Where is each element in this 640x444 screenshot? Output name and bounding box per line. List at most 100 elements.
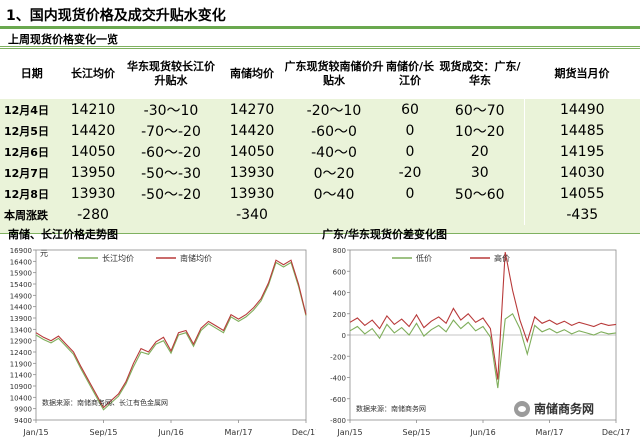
legend-label-0: 低价 [416,253,432,263]
table-cell: 30 [470,164,489,181]
y-tick-label: 10900 [10,383,32,391]
table-cell [284,204,384,225]
x-tick-label: Sep/15 [403,428,431,437]
weekly-change-row: 本周涨跌 -280 -340 -435 [0,204,640,225]
table-cell: -40～0 [311,144,357,161]
y-tick-label: -600 [330,396,346,404]
table-cell: 12月8日 [4,187,49,201]
y-tick-label: 16900 [10,247,32,255]
source-note: 数据来源：南储商务网 [356,404,426,413]
y-tick-label: 10400 [10,394,32,402]
series-line-1 [349,251,617,380]
y-tick-label: -400 [330,375,346,383]
header-futures-price: 期货当月价 [523,49,640,99]
table-cell: 14195 [523,141,640,162]
legend-label-1: 高价 [494,253,510,263]
table-cell: -50～-20 [141,186,201,203]
legend-label-0: 长江均价 [102,253,134,263]
table-row: 12月8日 13930 -50～-20 13930 0～40 0 50～60 1… [0,183,640,204]
chart-right-title: 广东/华东现货价差变化图 [322,228,448,241]
table-cell: 14210 [70,101,116,118]
table-cell [122,204,220,225]
y-tick-label: 600 [333,268,346,276]
header-trade-volume: 现货成交：广东/华东 [436,49,525,99]
table-cell: 13930 [229,185,275,202]
table-header-row: 日期 长江均价 华东现货较长江价升贴水 南储均价 广东现货较南储价升贴水 南储价… [0,49,640,99]
y-tick-label: 0 [342,332,346,340]
header-price-spread: 南储价/长江价 [384,49,437,99]
table-cell: -280 [77,206,109,223]
price-table-panel: 日期 长江均价 华东现货较长江价升贴水 南储均价 广东现货较南储价升贴水 南储价… [0,48,640,234]
table-cell: 20 [470,143,489,160]
legend-label-1: 南储均价 [180,253,212,263]
table-caption-rule [0,46,640,47]
table-cell: 14270 [229,101,275,118]
table-cell: -30～10 [143,102,199,119]
table-cell: -70～-20 [141,123,201,140]
table-cell: 12月4日 [4,103,49,117]
table-cell: 10～20 [454,123,505,140]
y-tick-label: 400 [333,290,346,298]
table-cell: -340 [236,206,268,223]
table-row: 12月5日 14420 -70～-20 14420 -60～0 0 10～20 … [0,120,640,141]
y-tick-label: 14900 [10,292,32,300]
y-tick-label: -800 [330,417,346,425]
source-note: 数据来源：南储商务网、长江有色金属网 [42,398,168,407]
y-tick-label: 200 [333,311,346,319]
table-cell: 0 [405,143,415,160]
x-tick-label: Jun/16 [469,428,495,437]
series-line-0 [349,312,617,389]
table-cell: 本周涨跌 [4,208,48,222]
watermark-text: 南储商务网 [534,402,595,416]
table-cell: 14490 [523,99,640,120]
table-cell: -50～-30 [141,165,201,182]
table-cell [384,204,436,225]
table-cell: 14485 [523,120,640,141]
table-cell: 60～70 [454,102,505,119]
table-cell [436,204,524,225]
table-cell: 14055 [523,183,640,204]
header-east-premium: 华东现货较长江价升贴水 [122,49,221,99]
table-cell: 12月6日 [4,145,49,159]
section-title-rule [0,26,640,29]
price-table: 日期 长江均价 华东现货较长江价升贴水 南储均价 广东现货较南储价升贴水 南储价… [0,49,640,225]
y-tick-label: 13400 [10,326,32,334]
table-cell: 0～20 [313,165,355,182]
table-cell: 14050 [229,143,275,160]
chart-left-title: 南储、长江价格走势图 [8,228,118,241]
table-cell: 14420 [70,122,116,139]
y-tick-label: 12400 [10,349,32,357]
table-cell: 14050 [70,143,116,160]
table-cell: 0 [405,185,415,202]
header-guangdong-premium: 广东现货较南储价升贴水 [284,49,385,99]
table-cell: 13930 [229,164,275,181]
y-tick-label: 9900 [14,406,32,414]
table-cell: 12月5日 [4,124,49,138]
plot-area-frame [35,249,307,421]
y-tick-label: 9400 [14,417,32,425]
table-cell: 14030 [523,162,640,183]
x-tick-label: Dec/17 [602,428,630,437]
table-cell: 60 [401,101,419,118]
table-cell: 12月7日 [4,166,49,180]
y-tick-label: 800 [333,247,346,255]
x-tick-label: Mar/17 [225,428,253,437]
table-cell: -60～0 [311,123,357,140]
y-tick-label: 15900 [10,270,32,278]
header-nanchu-avg: 南储均价 [220,49,285,99]
table-cell: 13950 [70,164,116,181]
table-row: 12月4日 14210 -30～10 14270 -20～10 60 60～70… [0,99,640,120]
section-title: 1、国内现货价格及成交升贴水变化 [6,8,226,24]
table-cell: 50～60 [454,186,505,203]
header-date: 日期 [0,49,65,99]
y-tick-label: 13900 [10,315,32,323]
spread-chart: -800 -600 -400 -200 0 200 400 600 800 Jan/15 Sep/1… [320,242,640,440]
wechat-icon [514,400,530,417]
table-cell: 0 [405,122,415,139]
series-line-0 [35,261,307,411]
y-tick-label: 16400 [10,258,32,266]
table-cell: 13930 [70,185,116,202]
table-caption: 上周现货价格变化一览 [8,33,118,46]
spread-chart-svg: -800 -600 -400 -200 0 200 400 600 800 Jan/15 Sep/1… [330,247,630,437]
table-row: 12月7日 13950 -50～-30 13930 0～20 -20 30 14… [0,162,640,183]
